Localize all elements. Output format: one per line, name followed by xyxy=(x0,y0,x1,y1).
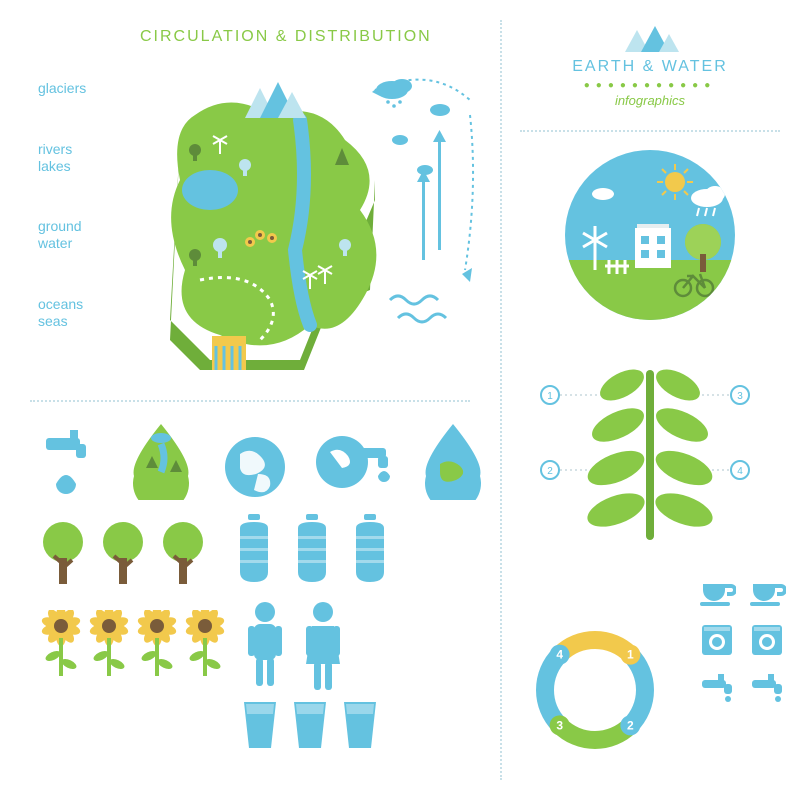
tree-icon xyxy=(100,520,146,586)
cup-icon xyxy=(700,580,740,613)
faucet-icon xyxy=(750,672,790,707)
drop-globe-icon xyxy=(418,420,488,500)
plant-infographic: 1 2 3 4 xyxy=(540,350,760,550)
tree-icon xyxy=(40,520,86,586)
svg-text:3: 3 xyxy=(737,391,743,402)
water-bottle-icon xyxy=(288,512,336,584)
svg-text:2: 2 xyxy=(547,466,553,477)
vertical-divider xyxy=(500,20,502,780)
brand-title: EARTH & WATER xyxy=(520,58,780,76)
sunflower-icon xyxy=(184,610,226,682)
brand-header: EARTH & WATER ●●●●●●●●●●● infographics xyxy=(520,22,780,108)
washer-icon xyxy=(700,623,740,662)
svg-text:3: 3 xyxy=(556,718,563,732)
person-female-icon xyxy=(298,600,348,692)
svg-text:1: 1 xyxy=(547,391,553,402)
svg-text:4: 4 xyxy=(737,466,743,477)
label-rivers: rivers xyxy=(38,141,72,157)
glass-row xyxy=(240,700,380,750)
sunflower-icon xyxy=(40,610,82,682)
water-bottle-icon xyxy=(230,512,278,584)
water-bottle-icon xyxy=(346,512,394,584)
brand-dots: ●●●●●●●●●●● xyxy=(520,80,780,91)
label-lakes: lakes xyxy=(38,158,71,174)
globe-faucet-icon xyxy=(314,428,392,500)
brand-subtitle: infographics xyxy=(520,93,780,108)
label-oceans: oceans xyxy=(38,296,83,312)
appliance-icons xyxy=(700,580,790,707)
drop-landscape-icon xyxy=(126,420,196,500)
flower-row xyxy=(40,610,226,682)
water-cycle-arrows xyxy=(370,60,490,340)
sunflower-icon xyxy=(88,610,130,682)
tree-icon xyxy=(160,520,206,586)
svg-text:4: 4 xyxy=(556,648,563,662)
water-glass-icon xyxy=(340,700,380,750)
bottle-row xyxy=(230,512,394,584)
circulation-labels: glaciers rivers lakes ground water ocean… xyxy=(38,80,86,374)
cup-icon xyxy=(750,580,790,613)
people-row xyxy=(240,600,348,692)
faucet-drop-icon xyxy=(40,430,100,500)
person-male-icon xyxy=(240,600,290,692)
washer-icon xyxy=(750,623,790,662)
eco-scene-circle xyxy=(565,150,735,325)
lake xyxy=(182,170,238,210)
water-glass-icon xyxy=(240,700,280,750)
tree-row xyxy=(40,520,206,586)
glacier-icon xyxy=(245,82,306,118)
circulation-title: CIRCULATION & DISTRIBUTION xyxy=(140,28,432,46)
faucet-icon xyxy=(700,672,740,707)
waterfall-icon xyxy=(212,336,246,370)
horizontal-divider-right xyxy=(520,130,780,132)
svg-text:2: 2 xyxy=(627,718,634,732)
horizontal-divider-left xyxy=(30,400,470,402)
label-ground: ground xyxy=(38,218,82,234)
land-top xyxy=(171,103,376,346)
label-glaciers: glaciers xyxy=(38,80,86,96)
landmass-illustration xyxy=(150,70,400,350)
svg-text:1: 1 xyxy=(627,648,634,662)
sunflower-icon xyxy=(136,610,178,682)
drop-donut-chart: 1 2 3 4 xyxy=(520,570,670,765)
label-water: water xyxy=(38,235,72,251)
globe-icon xyxy=(222,434,288,500)
water-glass-icon xyxy=(290,700,330,750)
label-seas: seas xyxy=(38,313,68,329)
mountain-logo-icon xyxy=(615,22,685,54)
water-icon-row xyxy=(40,420,488,500)
